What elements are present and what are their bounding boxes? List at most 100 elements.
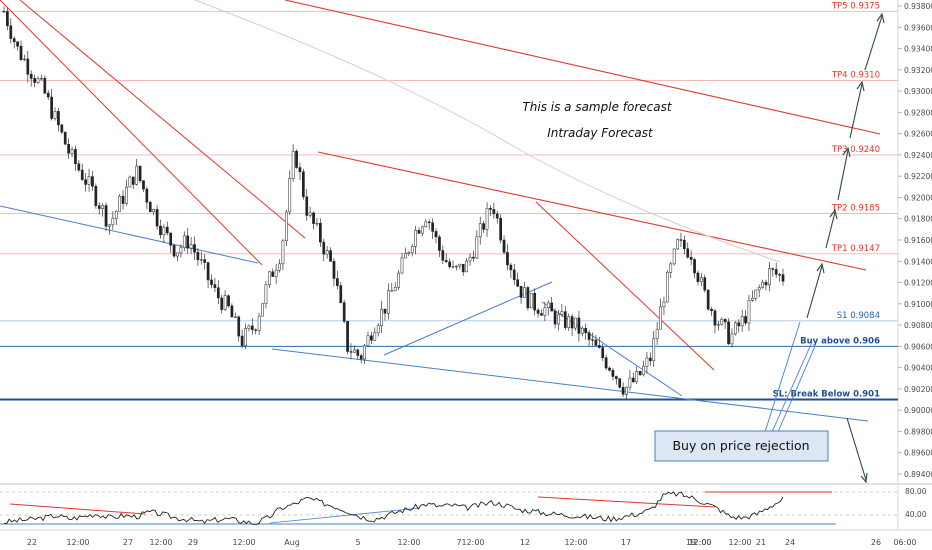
candle-62 — [213, 277, 217, 292]
candle-63 — [216, 280, 220, 305]
y-tick-0: 0.93800 — [904, 2, 932, 11]
y-tick-13: 0.91200 — [904, 279, 932, 288]
candle-28 — [97, 202, 101, 215]
candle-139 — [475, 230, 479, 259]
candle-203 — [693, 257, 696, 279]
candle-215 — [734, 321, 737, 336]
candle-164 — [560, 304, 564, 317]
candle-44 — [152, 208, 156, 216]
candle-199 — [679, 232, 683, 247]
candle-94 — [322, 238, 326, 262]
candle-205 — [700, 272, 703, 287]
candle-158 — [540, 309, 543, 316]
candle-7 — [26, 51, 30, 83]
x-tick-12: 12:00 — [564, 538, 587, 547]
x-tick-13: 17 — [621, 538, 631, 547]
candle-131 — [448, 258, 451, 269]
candle-223 — [761, 279, 764, 289]
candle-73 — [250, 318, 254, 335]
candle-160 — [546, 300, 550, 316]
candle-70 — [240, 329, 244, 349]
y-tick-20: 0.89800 — [904, 427, 932, 436]
y-tick-3: 0.93200 — [904, 66, 932, 75]
candle-135 — [461, 263, 465, 276]
candle-60 — [206, 261, 210, 289]
candle-142 — [485, 202, 489, 237]
candle-78 — [267, 270, 271, 289]
candle-184 — [628, 369, 632, 391]
y-tick-11: 0.91600 — [904, 236, 932, 245]
level-label-0: TP5 0.9375 — [831, 1, 880, 11]
osc-tick-80: 80.00 — [905, 487, 927, 496]
candle-24 — [84, 173, 87, 192]
candle-102 — [349, 343, 353, 360]
candle-71 — [244, 323, 247, 349]
candle-133 — [455, 265, 458, 271]
candle-12 — [43, 75, 47, 95]
candle-132 — [451, 260, 455, 269]
blue-trendline-lower — [0, 205, 259, 264]
candle-98 — [336, 270, 339, 290]
stop-arrow-line — [846, 417, 867, 481]
candle-67 — [230, 303, 234, 318]
candle-36 — [125, 179, 128, 206]
candle-141 — [482, 220, 485, 233]
candle-201 — [686, 242, 690, 259]
candle-49 — [169, 232, 173, 253]
candle-100 — [342, 299, 346, 324]
price-candles — [2, 6, 785, 400]
candle-159 — [543, 301, 547, 322]
candle-50 — [172, 244, 176, 258]
candle-46 — [159, 219, 162, 239]
candle-86 — [295, 149, 298, 169]
candle-56 — [193, 236, 196, 260]
forecast-leg-4 — [849, 83, 863, 139]
x-tick-19: 24 — [785, 538, 795, 547]
pointer-1 — [764, 321, 801, 433]
candle-13 — [46, 90, 50, 100]
annotation-sample: This is a sample forecast — [522, 100, 672, 114]
candle-220 — [751, 290, 754, 302]
candle-169 — [577, 310, 581, 342]
candle-5 — [19, 40, 23, 62]
candle-140 — [478, 216, 482, 245]
callout-text: Buy on price rejection — [672, 438, 809, 453]
y-tick-22: 0.89400 — [904, 470, 932, 479]
y-tick-6: 0.92600 — [904, 130, 932, 139]
candle-122 — [417, 227, 421, 235]
candle-43 — [148, 200, 152, 213]
y-tick-16: 0.90600 — [904, 342, 932, 351]
x-tick-16: 12:00 — [688, 538, 711, 547]
candle-29 — [101, 203, 105, 217]
y-tick-4: 0.93000 — [904, 87, 932, 96]
candle-136 — [465, 258, 468, 273]
x-tick-15: 19 — [686, 538, 696, 547]
candle-59 — [203, 254, 207, 270]
candle-65 — [223, 290, 227, 311]
trendlines — [0, 0, 881, 422]
osc-blue-trend — [269, 507, 421, 524]
candle-206 — [703, 274, 707, 293]
candle-11 — [40, 74, 43, 81]
candle-227 — [774, 262, 778, 278]
candle-172 — [587, 330, 591, 347]
candle-195 — [665, 270, 669, 303]
candle-163 — [557, 309, 560, 331]
candle-35 — [121, 190, 125, 210]
osc-red-trend-2 — [537, 496, 716, 508]
y-tick-1: 0.93600 — [904, 23, 932, 32]
forecast-leg-5 — [864, 15, 883, 71]
candle-178 — [608, 366, 611, 372]
candle-99 — [339, 281, 343, 304]
x-tick-14: 12:00 — [728, 538, 751, 547]
candle-6 — [23, 54, 26, 62]
candle-162 — [553, 308, 557, 329]
candle-208 — [710, 306, 713, 316]
candle-219 — [747, 294, 751, 332]
x-tick-0: 22 — [27, 538, 37, 547]
candle-39 — [135, 158, 139, 186]
candle-173 — [591, 332, 594, 347]
y-axis-ticks: 0.93800 0.93600 0.93400 0.93200 0.93000 0.928… — [898, 2, 932, 479]
candle-38 — [131, 176, 135, 190]
level-label-2: TP3 0.9240 — [831, 145, 880, 155]
